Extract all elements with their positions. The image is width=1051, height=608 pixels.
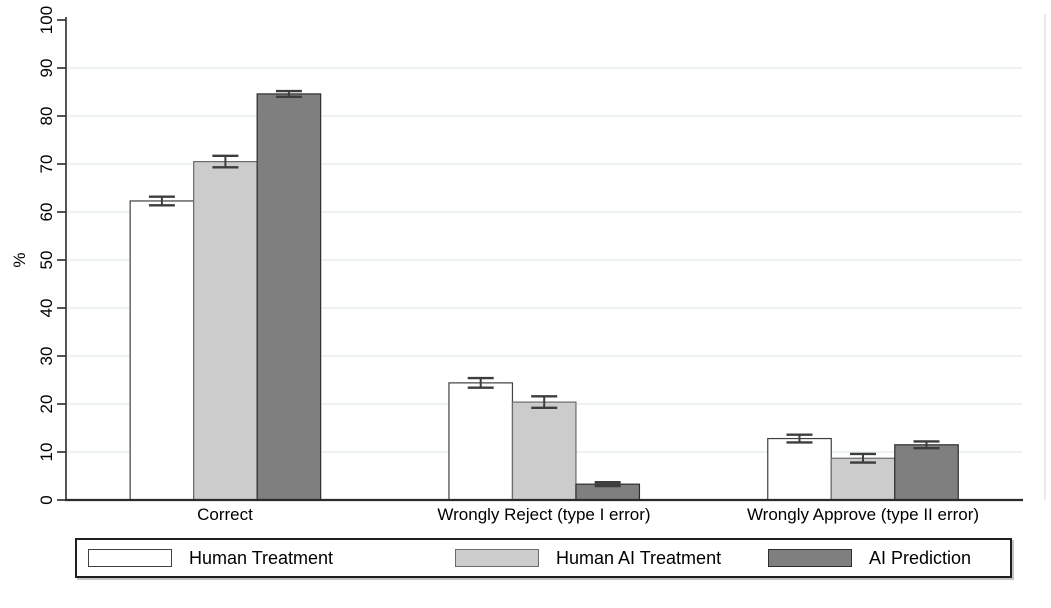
legend-item: Human AI Treatment bbox=[455, 540, 721, 576]
legend-label: AI Prediction bbox=[869, 547, 972, 568]
legend-label: Human Treatment bbox=[189, 547, 334, 568]
y-axis-title: % bbox=[10, 252, 29, 267]
legend-swatch-human-treatment bbox=[88, 549, 172, 567]
bar bbox=[511, 401, 577, 501]
y-tick-label: 20 bbox=[37, 395, 56, 414]
generated-chart-layers: 0 10 20 30 40 50 60 70 80 90 100 bbox=[37, 6, 1046, 505]
legend-swatch-ai-prediction bbox=[768, 549, 852, 567]
bar bbox=[256, 93, 322, 501]
y-tick-label: 80 bbox=[37, 107, 56, 126]
bar bbox=[830, 457, 896, 501]
y-tick-label: 50 bbox=[37, 251, 56, 270]
bar bbox=[193, 161, 258, 501]
legend-item: Human Treatment bbox=[88, 540, 333, 576]
y-tick-label: 40 bbox=[37, 299, 56, 318]
legend: Human Treatment Human AI Treatment AI Pr… bbox=[75, 538, 1012, 578]
y-tick-label: 90 bbox=[37, 59, 56, 78]
category-label: Correct bbox=[197, 505, 253, 524]
y-tick-label: 30 bbox=[37, 347, 56, 366]
bar bbox=[894, 444, 959, 501]
bar bbox=[767, 437, 832, 501]
category-label: Wrongly Reject (type I error) bbox=[437, 505, 650, 524]
y-tick-label: 0 bbox=[37, 495, 56, 504]
plot-area: 0 10 20 30 40 50 60 70 80 90 100 % Correct Wrongly… bbox=[10, 6, 1046, 524]
y-tick-label: 60 bbox=[37, 203, 56, 222]
bar bbox=[448, 382, 514, 501]
legend-label: Human AI Treatment bbox=[556, 547, 722, 568]
legend-item: AI Prediction bbox=[768, 540, 971, 576]
y-tick-label: 100 bbox=[37, 6, 56, 34]
legend-swatch-human-ai-treatment bbox=[455, 549, 539, 567]
y-tick-label: 10 bbox=[37, 443, 56, 462]
category-label: Wrongly Approve (type II error) bbox=[747, 505, 979, 524]
y-tick-label: 70 bbox=[37, 155, 56, 174]
bar bbox=[129, 200, 195, 501]
